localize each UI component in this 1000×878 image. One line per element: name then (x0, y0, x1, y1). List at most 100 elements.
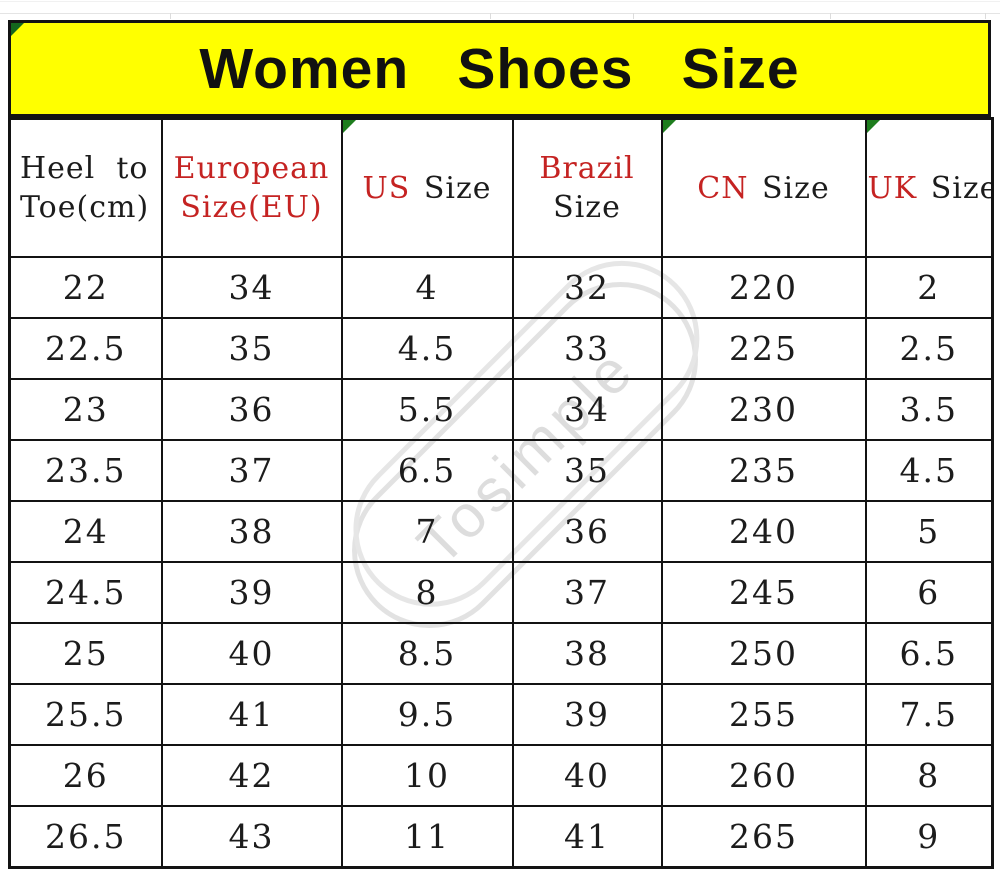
table-cell: 23 (8, 378, 163, 441)
table-cell: 26.5 (8, 805, 163, 869)
table-row: 23.5 37 6.5 35 235 4.5 (8, 439, 994, 502)
table-cell: 22 (8, 256, 163, 319)
column-header-cn-size: CN Size (660, 117, 867, 258)
header-text: European (173, 151, 330, 186)
table-cell: 3.5 (864, 378, 994, 441)
column-header-uk-size: UK Size (864, 117, 994, 258)
header-text: Toe(cm) (20, 190, 150, 225)
table-cell: 265 (660, 805, 867, 869)
table-cell: 240 (660, 500, 867, 563)
column-header-us-size: US Size (340, 117, 514, 258)
table-cell: 6.5 (864, 622, 994, 685)
gridline (0, 13, 1000, 14)
table-cell: 260 (660, 744, 867, 807)
table-cell: 9.5 (340, 683, 514, 746)
table-cell: 4.5 (864, 439, 994, 502)
table-cell: 41 (511, 805, 663, 869)
table-cell: 37 (511, 561, 663, 624)
column-header-heel-to-toe: Heel to Toe(cm) (8, 117, 163, 258)
table-row: 23 36 5.5 34 230 3.5 (8, 378, 994, 441)
table-row: 24.5 39 8 37 245 6 (8, 561, 994, 624)
header-text: Size (423, 170, 492, 206)
table-cell: 33 (511, 317, 663, 380)
table-cell: 42 (160, 744, 343, 807)
table-row: 26.5 43 11 41 265 9 (8, 805, 994, 869)
header-line: Heel to (20, 149, 149, 188)
green-corner-marker (11, 23, 24, 36)
table-cell: 26 (8, 744, 163, 807)
table-row: 22.5 35 4.5 33 225 2.5 (8, 317, 994, 380)
table-cell: 40 (160, 622, 343, 685)
table-cell: 9 (864, 805, 994, 869)
table-cell: 8 (864, 744, 994, 807)
gridline (0, 1, 1000, 2)
table-cell: 4.5 (340, 317, 514, 380)
table-cell: 23.5 (8, 439, 163, 502)
gridline-tick (633, 13, 634, 19)
header-text: Size(EU) (180, 190, 323, 225)
header-text: Size (553, 190, 621, 225)
table-cell: 225 (660, 317, 867, 380)
gridline-tick (170, 13, 171, 19)
table-cell: 10 (340, 744, 514, 807)
page-title: Women Shoes Size (199, 36, 800, 101)
size-conversion-table: Heel to Toe(cm) European Size(EU) US Size… (8, 117, 994, 869)
gridline-tick (985, 13, 986, 19)
table-cell: 2.5 (864, 317, 994, 380)
header-text: Size (930, 170, 993, 206)
column-header-european-size: European Size(EU) (160, 117, 343, 258)
table-cell: 34 (511, 378, 663, 441)
header-text: Brazil (539, 151, 635, 186)
table-cell: 230 (660, 378, 867, 441)
table-cell: 7.5 (864, 683, 994, 746)
table-cell: 235 (660, 439, 867, 502)
table-row: 25.5 41 9.5 39 255 7.5 (8, 683, 994, 746)
table-cell: 43 (160, 805, 343, 869)
table-cell: 40 (511, 744, 663, 807)
table-cell: 37 (160, 439, 343, 502)
gridline-tick (830, 13, 831, 19)
table-cell: 36 (511, 500, 663, 563)
header-text: to (116, 151, 149, 186)
header-text: US (362, 170, 411, 206)
gridline-tick (490, 13, 491, 19)
header-text: CN (697, 170, 749, 206)
table-cell: 34 (160, 256, 343, 319)
table-cell: 24 (8, 500, 163, 563)
table-cell: 39 (160, 561, 343, 624)
table-row: 24 38 7 36 240 5 (8, 500, 994, 563)
table-cell: 36 (160, 378, 343, 441)
table-cell: 38 (511, 622, 663, 685)
table-cell: 245 (660, 561, 867, 624)
table-cell: 4 (340, 256, 514, 319)
table-cell: 32 (511, 256, 663, 319)
table-cell: 250 (660, 622, 867, 685)
table-cell: 2 (864, 256, 994, 319)
table-cell: 5 (864, 500, 994, 563)
table-cell: 38 (160, 500, 343, 563)
table-row: 25 40 8.5 38 250 6.5 (8, 622, 994, 685)
table-cell: 24.5 (8, 561, 163, 624)
header-text: UK (867, 170, 918, 206)
green-corner-marker (343, 120, 356, 133)
table-cell: 8.5 (340, 622, 514, 685)
spreadsheet-row-remnant (0, 0, 1000, 19)
header-text: Heel (20, 151, 96, 186)
green-corner-marker (663, 120, 676, 133)
table-cell: 41 (160, 683, 343, 746)
table-cell: 6.5 (340, 439, 514, 502)
green-corner-marker (867, 120, 880, 133)
header-text: Size (762, 170, 830, 206)
table-cell: 22.5 (8, 317, 163, 380)
table-cell: 25 (8, 622, 163, 685)
header-row: Heel to Toe(cm) European Size(EU) US Size… (8, 117, 994, 258)
table-cell: 39 (511, 683, 663, 746)
table-cell: 8 (340, 561, 514, 624)
table-row: 26 42 10 40 260 8 (8, 744, 994, 807)
table-cell: 6 (864, 561, 994, 624)
table-cell: 5.5 (340, 378, 514, 441)
table-row: 22 34 4 32 220 2 (8, 256, 994, 319)
table-cell: 220 (660, 256, 867, 319)
table-cell: 11 (340, 805, 514, 869)
